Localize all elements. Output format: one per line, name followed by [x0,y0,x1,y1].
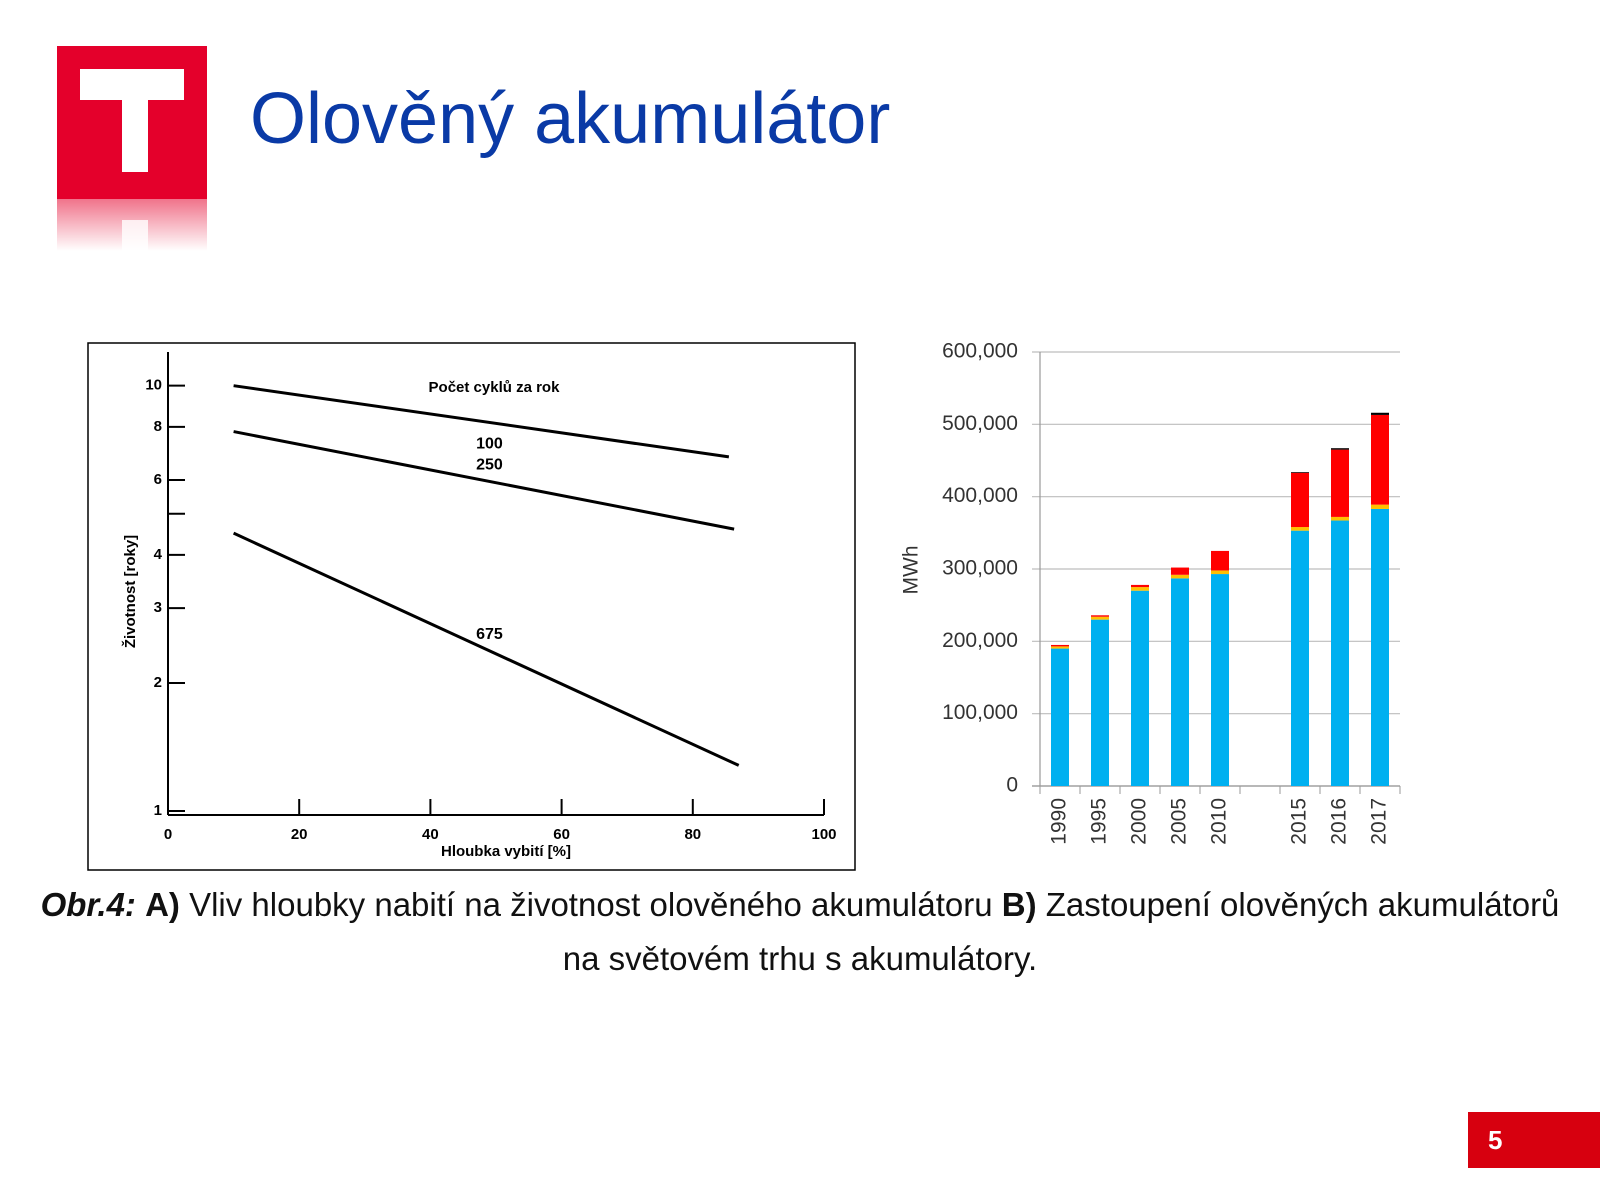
y-tick-label: 300,000 [942,557,1018,580]
page-number: 5 [1468,1112,1600,1168]
logo [57,46,207,251]
y-tick-label: 3 [154,599,162,616]
bar-segment [1291,530,1309,786]
bar-segment [1331,448,1349,450]
x-tick-label: 60 [553,826,570,843]
bar-segment [1051,646,1069,649]
line [233,384,730,459]
caption-a: A) [145,886,180,923]
y-tick-label: 500,000 [942,412,1018,435]
y-axis-label: MWh [900,546,923,595]
bar-segment [1051,648,1069,786]
y-tick-label: 600,000 [942,340,1018,363]
y-tick-label: 0 [1006,774,1018,797]
x-tick-label: 2015 [1288,798,1311,845]
bar-segment [1131,587,1149,591]
y-tick-label: 6 [154,471,162,488]
bar-segment [1331,516,1349,521]
caption-text: Zastoupení olověných akumulátorů na svět… [562,886,1560,977]
x-tick-label: 0 [164,826,172,843]
x-tick-label: 100 [811,826,836,843]
x-tick-label: 1990 [1048,798,1071,845]
x-tick-label: 2005 [1168,798,1191,845]
series-label: 100 [476,436,503,453]
bar-segment [1331,449,1349,517]
bar-segment [1091,616,1109,620]
caption-text: Vliv hloubky nabití na životnost olověné… [189,886,993,923]
bar-segment [1091,619,1109,786]
series-label: 250 [476,457,503,474]
bar-segment [1131,584,1149,588]
bar-segment [1371,412,1389,415]
bar-segment [1291,472,1309,473]
x-tick-label: 20 [291,826,308,843]
bar-segment [1331,520,1349,786]
caption-b: B) [1001,886,1037,923]
y-tick-label: 10 [145,377,162,394]
x-tick-label: 1995 [1088,798,1111,845]
bar-segment [1171,567,1189,575]
x-tick-label: 40 [422,826,439,843]
x-axis-label: Hloubka vybití [%] [441,843,571,860]
x-tick-label: 2016 [1328,798,1351,845]
y-tick-label: 2 [154,674,162,691]
y-tick-label: 100,000 [942,701,1018,724]
slide-title: Olověný akumulátor [250,79,891,159]
line [232,531,740,767]
legend-title: Počet cyklů za rok [429,379,561,396]
series-label: 675 [476,626,503,643]
bar-segment [1211,550,1229,571]
x-tick-label: 2017 [1368,798,1391,845]
y-tick-label: 8 [154,418,162,435]
y-tick-label: 400,000 [942,484,1018,507]
y-tick-label: 1 [154,802,162,819]
bar-segment [1051,644,1069,647]
line [233,430,735,531]
bar-segment [1171,574,1189,579]
bar-segment [1171,578,1189,786]
caption-figure: Obr.4: [40,886,136,923]
bar-segment [1291,472,1309,528]
bar-segment [1371,508,1389,786]
bar-segment [1211,570,1229,575]
bar-segment [1371,504,1389,509]
bar-segment [1371,414,1389,505]
bar-segment [1091,615,1109,617]
x-tick-label: 80 [684,826,701,843]
y-tick-label: 200,000 [942,629,1018,652]
y-tick-label: 4 [154,546,163,563]
x-tick-label: 2010 [1208,798,1231,845]
bar-segment [1291,527,1309,531]
bar-segment [1131,590,1149,786]
y-axis-label: Životnost [roky] [121,535,139,648]
bar-segment [1211,574,1229,786]
caption: Obr.4: A) Vliv hloubky nabití na životno… [20,878,1580,986]
x-tick-label: 2000 [1128,798,1151,845]
